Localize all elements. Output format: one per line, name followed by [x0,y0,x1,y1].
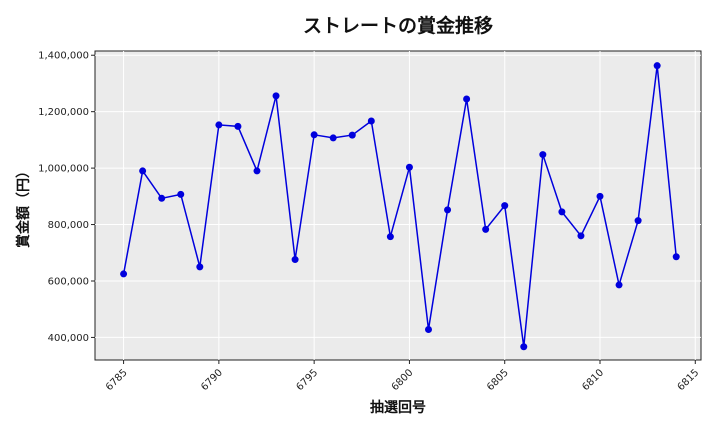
data-point [577,232,585,240]
x-axis-ticks: 6785 6790 6795 6800 6805 6810 6815 [104,360,701,393]
series-group [120,62,680,351]
data-point [558,208,566,216]
y-tick-label: 800,000 [48,220,89,231]
data-point [463,95,471,103]
data-point [120,270,128,278]
data-point [310,131,318,139]
data-point [653,62,661,70]
data-point [348,131,356,139]
data-point [196,263,204,271]
data-point [386,233,394,241]
y-tick-label: 600,000 [48,276,89,287]
data-point [444,206,452,214]
x-tick-label: 6790 [199,367,225,393]
data-point [329,134,337,142]
y-tick-label: 400,000 [48,333,89,344]
x-axis-label: 抽選回号 [370,399,426,416]
y-tick-label: 1,000,000 [38,164,89,175]
x-tick-label: 6810 [580,367,606,393]
data-point [291,256,299,264]
data-point [539,151,547,159]
data-point [367,117,375,125]
y-tick-label: 1,200,000 [38,107,89,118]
data-point [215,121,223,129]
x-tick-label: 6795 [294,367,320,393]
data-point [482,225,490,233]
data-point [672,253,680,261]
x-tick-label: 6800 [390,367,416,393]
data-point [520,343,528,351]
x-tick-label: 6805 [485,367,511,393]
data-point [615,281,623,289]
x-tick-label: 6815 [676,367,702,393]
data-point [253,167,261,175]
data-point [234,122,242,130]
data-point [139,167,147,175]
y-axis-label: 賞金額（円） [15,164,32,248]
data-point [177,190,185,198]
series-line [122,65,677,347]
chart-title: ストレートの賞金推移 [303,14,493,37]
data-point [424,326,432,334]
x-tick-label: 6785 [104,367,130,393]
y-tick-label: 1,400,000 [38,51,89,62]
data-point [158,194,166,202]
plot-area [94,50,702,361]
data-point [634,217,642,225]
y-axis-ticks: 400,000 600,000 800,000 1,000,000 1,200,000 1… [38,51,95,344]
data-point [596,192,604,200]
data-point [501,202,509,210]
data-point [272,92,280,100]
data-point [405,163,413,171]
